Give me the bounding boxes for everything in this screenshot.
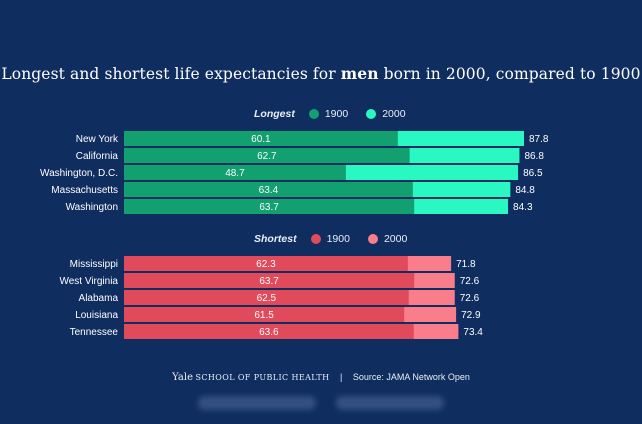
blurred-text [198,396,316,410]
school-name: SCHOOL OF PUBLIC HEALTH [195,373,330,382]
longest-value-2000: 86.5 [523,168,543,179]
longest-bar-1900 [124,199,415,214]
longest-category-label: Massachusetts [51,185,118,196]
longest-value-1900: 63.7 [259,202,279,213]
shortest-category-label: Alabama [79,293,119,304]
footer: Yale SCHOOL OF PUBLIC HEALTH | Source: J… [0,372,642,383]
longest-bar-1900 [124,131,398,146]
longest-category-label: New York [76,134,119,145]
shortest-category-label: Tennessee [70,327,119,338]
longest-value-2000: 84.3 [513,202,533,213]
shortest-category-label: Louisiana [75,310,118,321]
longest-value-1900: 62.7 [257,151,277,162]
legend-shortest-2000: 2000 [367,233,407,245]
legend-dot-2000 [367,234,378,244]
longest-category-label: Washington, D.C. [40,168,118,179]
longest-value-1900: 48.7 [225,168,245,179]
longest-value-2000: 86.8 [524,151,544,162]
blurred-text [336,396,444,410]
longest-category-label: California [76,151,119,162]
shortest-category-label: Mississippi [70,259,118,270]
legend-dot-1900 [308,109,319,119]
legend-shortest-1900: 1900 [310,233,350,245]
legend-dot-1900 [310,234,321,244]
longest-bar-1900 [124,182,413,197]
shortest-value-2000: 72.6 [460,276,480,287]
longest-value-2000: 87.8 [529,134,549,145]
shortest-bar-1900 [124,256,408,271]
legend-dot-2000 [366,109,377,119]
shortest-value-2000: 72.9 [461,310,481,321]
legend-longest-1900: 1900 [308,108,348,120]
footer-separator: | [340,372,343,382]
longest-value-1900: 63.4 [259,185,279,196]
legend-shortest: Shortest 1900 2000 [254,231,425,247]
legend-longest-2000: 2000 [366,108,406,120]
longest-value-1900: 60.1 [251,134,271,145]
shortest-value-1900: 63.6 [259,327,279,338]
yale-logo: Yale [172,372,193,383]
longest-value-2000: 84.8 [515,185,535,196]
shortest-value-1900: 62.3 [256,259,276,270]
legend-longest-title: Longest [254,108,295,120]
longest-bar-1900 [124,165,346,180]
shortest-value-1900: 63.7 [259,276,279,287]
shortest-bar-1900 [124,307,405,322]
longest-bar-1900 [124,148,410,163]
shortest-bar-1900 [124,290,409,305]
shortest-value-2000: 73.4 [463,327,483,338]
source-text: Source: JAMA Network Open [352,372,470,382]
chart-title: Longest and shortest life expectancies f… [1,64,641,83]
shortest-value-2000: 72.6 [460,293,480,304]
shortest-bar-1900 [124,273,415,288]
legend-shortest-title: Shortest [254,233,297,245]
shortest-category-label: West Virginia [59,276,118,287]
shortest-value-1900: 62.5 [257,293,277,304]
shortest-value-2000: 71.8 [456,259,476,270]
shortest-bar-1900 [124,324,414,339]
legend-longest: Longest 1900 2000 [254,106,424,122]
longest-category-label: Washington [66,202,118,213]
shortest-value-1900: 61.5 [254,310,274,321]
